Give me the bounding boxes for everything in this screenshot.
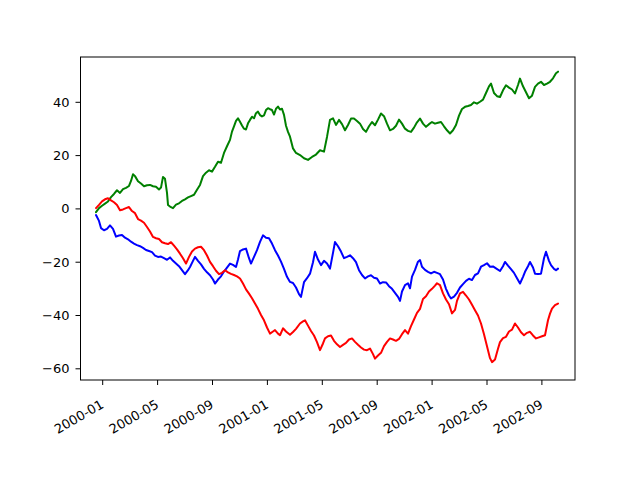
y-tick-label: −60 — [42, 361, 69, 376]
figure-canvas: −60−40−20020402000-012000-052000-092001-… — [0, 0, 640, 480]
y-tick-label: −40 — [42, 308, 69, 323]
line-chart: −60−40−20020402000-012000-052000-092001-… — [0, 0, 640, 480]
y-tick-label: −20 — [42, 255, 69, 270]
line-chart-container: −60−40−20020402000-012000-052000-092001-… — [0, 0, 640, 480]
y-tick-label: 20 — [53, 148, 70, 163]
y-tick-label: 0 — [61, 201, 69, 216]
y-tick-label: 40 — [53, 95, 70, 110]
